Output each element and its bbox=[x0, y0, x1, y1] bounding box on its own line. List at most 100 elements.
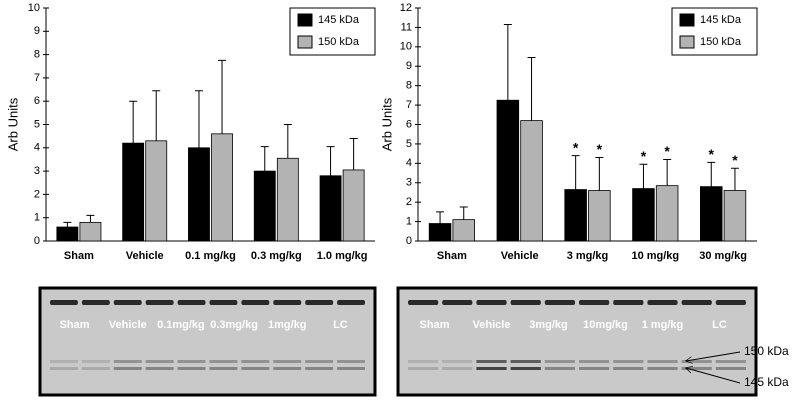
lane-label: LC bbox=[712, 319, 727, 331]
bar bbox=[723, 190, 747, 242]
y-tick-label: 1 bbox=[34, 212, 40, 224]
legend-swatch bbox=[297, 13, 313, 27]
y-tick-label: 5 bbox=[406, 138, 412, 150]
error-bar bbox=[527, 57, 536, 121]
bar bbox=[276, 157, 299, 242]
error-bar bbox=[326, 146, 335, 176]
band-label: 145 kDa bbox=[744, 375, 789, 389]
blot-band bbox=[305, 360, 334, 363]
y-tick-label: 3 bbox=[34, 165, 40, 177]
x-tick-label: 1.0 mg/kg bbox=[317, 250, 368, 262]
y-tick-label: 2 bbox=[34, 188, 40, 200]
error-bar bbox=[86, 214, 95, 223]
blot-image bbox=[396, 286, 758, 397]
blot-band bbox=[113, 300, 142, 305]
legend-swatch bbox=[679, 35, 695, 49]
x-tick-label: 30 mg/kg bbox=[699, 250, 747, 262]
bar bbox=[564, 189, 587, 242]
blot-band bbox=[442, 360, 473, 363]
bar bbox=[122, 142, 145, 242]
blot-band bbox=[681, 360, 712, 363]
y-tick-label: 8 bbox=[34, 49, 40, 61]
lane-label: Vehicle bbox=[109, 319, 147, 331]
blot-band bbox=[273, 300, 302, 305]
error-bar bbox=[194, 90, 203, 148]
blot-band bbox=[273, 367, 302, 370]
lane-label: 3mg/kg bbox=[529, 319, 568, 331]
error-bar bbox=[663, 158, 672, 186]
y-axis-label: Arb Units bbox=[5, 97, 20, 151]
blot-band bbox=[681, 300, 712, 305]
y-tick-label: 0 bbox=[34, 235, 40, 247]
y-tick-label: 4 bbox=[406, 157, 412, 169]
y-tick-label: 7 bbox=[406, 99, 412, 111]
blot-band bbox=[579, 300, 610, 305]
y-tick-label: 9 bbox=[34, 25, 40, 37]
blot-band bbox=[145, 300, 174, 305]
bar bbox=[342, 169, 365, 242]
bar bbox=[496, 99, 520, 242]
blot-band bbox=[476, 300, 507, 305]
y-tick-label: 7 bbox=[34, 72, 40, 84]
blot-band bbox=[647, 300, 678, 305]
error-bar bbox=[503, 24, 512, 101]
legend-label: 150 kDa bbox=[700, 36, 742, 48]
blot-band bbox=[177, 360, 206, 363]
blot-image bbox=[38, 286, 377, 397]
y-tick-label: 8 bbox=[406, 80, 412, 92]
blot-band bbox=[476, 367, 507, 370]
band-label: 150 kDa bbox=[744, 344, 789, 358]
blot-band bbox=[145, 360, 174, 363]
x-tick-label: Sham bbox=[437, 250, 467, 262]
bar bbox=[211, 133, 233, 242]
blot-band bbox=[81, 360, 110, 363]
blot-band bbox=[510, 360, 541, 363]
lane-label: LC bbox=[333, 319, 348, 331]
x-tick-label: Vehicle bbox=[126, 250, 164, 262]
blot-band bbox=[647, 360, 678, 363]
error-bar bbox=[459, 206, 468, 220]
blot-band bbox=[177, 300, 206, 305]
blot-band bbox=[50, 367, 78, 370]
blot-band bbox=[681, 367, 712, 370]
bar bbox=[700, 186, 723, 242]
lane-label: 0.3mg/kg bbox=[210, 319, 258, 331]
blot-band bbox=[241, 300, 270, 305]
blot-band bbox=[715, 300, 746, 305]
error-bar bbox=[152, 90, 161, 141]
legend-swatch bbox=[297, 35, 313, 49]
legend-swatch bbox=[679, 13, 695, 27]
band-arrow bbox=[686, 351, 741, 361]
error-bar bbox=[63, 221, 72, 228]
blot-band bbox=[305, 300, 334, 305]
y-tick-label: 5 bbox=[34, 118, 40, 130]
lane-label: 1mg/kg bbox=[268, 319, 307, 331]
x-tick-label: 10 mg/kg bbox=[631, 250, 679, 262]
x-tick-label: 0.1 mg/kg bbox=[185, 250, 236, 262]
blot-band bbox=[177, 367, 206, 370]
error-bar bbox=[571, 155, 580, 190]
blot-band bbox=[81, 300, 110, 305]
error-bar bbox=[595, 157, 604, 191]
error-bar bbox=[218, 59, 227, 134]
y-tick-label: 12 bbox=[400, 2, 412, 14]
blot-band bbox=[241, 367, 270, 370]
bar bbox=[56, 226, 79, 242]
blot-band bbox=[579, 360, 610, 363]
legend-label: 150 kDa bbox=[318, 36, 360, 48]
blot-band bbox=[337, 300, 365, 305]
error-bar bbox=[639, 163, 648, 189]
blot-band bbox=[544, 367, 575, 370]
blot-band bbox=[50, 360, 78, 363]
blot-band bbox=[145, 367, 174, 370]
lane-label: 10mg/kg bbox=[583, 319, 628, 331]
lane-label: 1 mg/kg bbox=[642, 319, 684, 331]
x-tick-label: 0.3 mg/kg bbox=[251, 250, 302, 262]
significance-marker: * bbox=[732, 152, 738, 168]
blot-band bbox=[81, 367, 110, 370]
blot-band bbox=[209, 360, 238, 363]
blot-band bbox=[305, 367, 334, 370]
blot-band bbox=[715, 367, 746, 370]
blot-band bbox=[273, 360, 302, 363]
